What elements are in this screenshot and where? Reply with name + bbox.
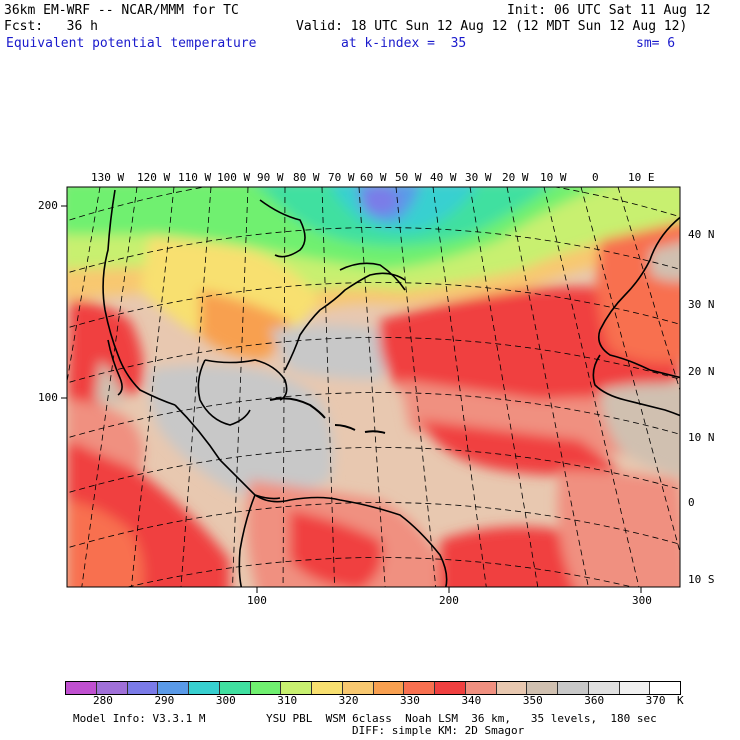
legend-tick-label: 320: [338, 694, 359, 707]
lon-label: 70 W: [328, 171, 355, 184]
legend-swatch: [526, 682, 557, 694]
legend-tick-label: 310: [277, 694, 298, 707]
lon-label: 90 W: [257, 171, 284, 184]
theta-e-field: [67, 187, 680, 587]
lon-label: 0: [592, 171, 599, 184]
physics-info: YSU PBL WSM 6class Noah LSM 36 km, 35 le…: [266, 712, 657, 725]
smoothing-label: sm= 6: [636, 36, 676, 51]
lon-label: 80 W: [293, 171, 320, 184]
lat-label: 30 N: [688, 298, 715, 311]
grid-y-label: 100: [38, 391, 58, 404]
lon-label: 10 E: [628, 171, 655, 184]
field-name: Equivalent potential temperature: [6, 36, 257, 51]
legend-swatch: [188, 682, 219, 694]
map-frame: [66, 186, 681, 588]
frame-ticks: [61, 205, 642, 593]
lat-label: 10 S: [688, 573, 715, 586]
color-legend-labels: 280 290 300 310 320 330 340 350 360 370 K: [65, 695, 705, 709]
lon-label: 20 W: [502, 171, 529, 184]
legend-tick-label: 290: [154, 694, 175, 707]
init-time: Init: 06 UTC Sat 11 Aug 12: [507, 3, 711, 18]
lon-label: 100 W: [217, 171, 251, 184]
graticule: [67, 187, 680, 587]
legend-swatch: [557, 682, 588, 694]
legend-swatch: [372, 682, 404, 694]
model-info: Model Info: V3.3.1 M: [73, 712, 206, 725]
lon-label: 120 W: [137, 171, 171, 184]
lat-label: 20 N: [688, 365, 715, 378]
legend-tick-label: 350: [522, 694, 543, 707]
lon-label: 60 W: [360, 171, 387, 184]
lon-label: 130 W: [91, 171, 125, 184]
grid-x-label: 300: [632, 594, 652, 607]
color-legend: [65, 681, 681, 695]
legend-tick-label: 340: [461, 694, 482, 707]
model-title: 36km EM-WRF -- NCAR/MMM for TC: [4, 3, 239, 18]
legend-swatch: [434, 682, 465, 694]
forecast-hour: Fcst: 36 h: [4, 19, 98, 34]
legend-unit: K: [677, 694, 684, 707]
lon-label: 10 W: [540, 171, 567, 184]
grid-y-label: 200: [38, 199, 58, 212]
grid-x-label: 100: [247, 594, 267, 607]
lon-label: 30 W: [465, 171, 492, 184]
lat-label: 40 N: [688, 228, 715, 241]
legend-swatch: [157, 682, 188, 694]
level-label: at k-index = 35: [341, 36, 467, 51]
legend-tick-label: 280: [93, 694, 113, 707]
legend-swatch: [218, 682, 250, 694]
legend-tick-label: 360: [584, 694, 605, 707]
valid-time: Valid: 18 UTC Sun 12 Aug 12 (12 MDT Sun …: [296, 19, 688, 34]
legend-swatch: [311, 682, 342, 694]
legend-swatch: [495, 682, 527, 694]
lat-label: 10 N: [688, 431, 715, 444]
legend-swatch: [95, 682, 127, 694]
legend-swatch: [66, 682, 96, 694]
grid-x-label: 200: [439, 594, 459, 607]
legend-swatch: [464, 682, 496, 694]
legend-swatch: [587, 682, 619, 694]
legend-tick-label: 370: [645, 694, 666, 707]
legend-swatch: [341, 682, 373, 694]
lon-label: 110 W: [178, 171, 212, 184]
legend-swatch: [280, 682, 311, 694]
legend-swatch: [618, 682, 650, 694]
lon-label: 40 W: [430, 171, 457, 184]
lon-label: 50 W: [395, 171, 422, 184]
diffusion-info: DIFF: simple KM: 2D Smagor: [352, 724, 525, 737]
legend-swatch: [403, 682, 434, 694]
legend-tick-label: 300: [215, 694, 236, 707]
legend-swatch: [649, 682, 680, 694]
lat-label: 0: [688, 496, 695, 509]
legend-swatch: [126, 682, 158, 694]
legend-tick-label: 330: [400, 694, 420, 707]
legend-swatch: [249, 682, 281, 694]
